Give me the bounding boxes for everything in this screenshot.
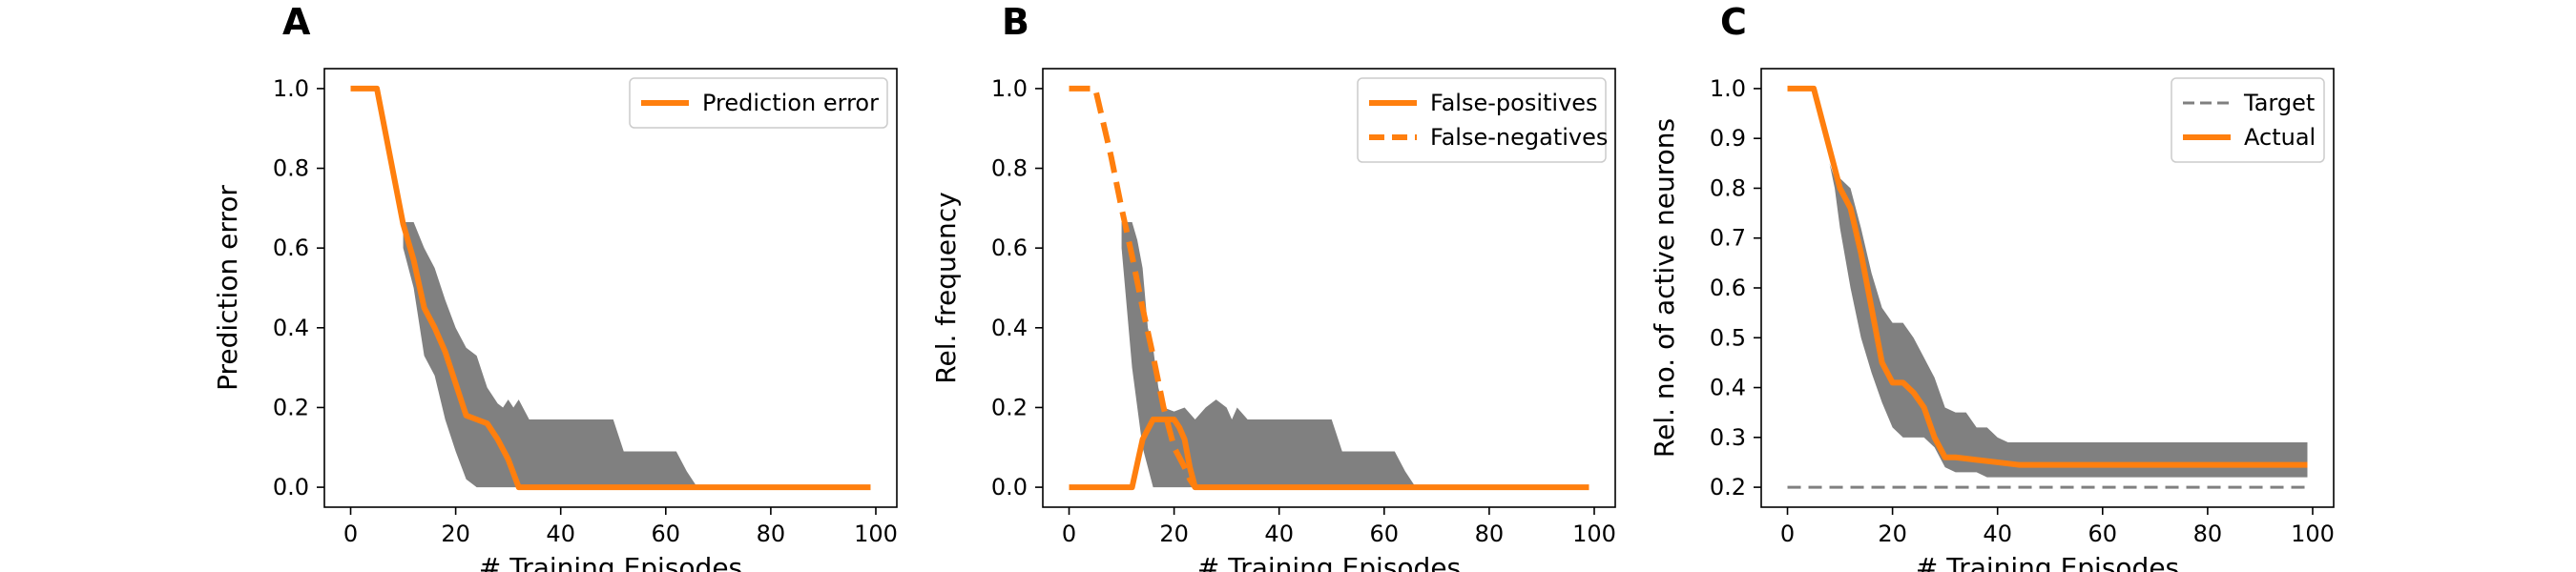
y-tick-label: 0.9 — [1710, 125, 1746, 152]
y-tick-label: 0.4 — [991, 315, 1028, 341]
y-tick-label: 0.2 — [1710, 474, 1746, 500]
panel-b: B 0 20 40 60 80 100 0.0 0.2 0.4 0.6 0.8 1.0 # Trainin… — [930, 1, 1616, 572]
legend-label: False-positives — [1430, 90, 1598, 116]
legend: Prediction error — [629, 77, 888, 129]
x-tick-label: 60 — [652, 521, 681, 547]
y-tick-label: 0.2 — [991, 394, 1028, 420]
panel-letter: A — [282, 1, 311, 43]
y-tick-label: 1.0 — [1710, 75, 1746, 102]
y-tick-label: 0.4 — [1710, 375, 1746, 401]
axes-frame — [323, 68, 898, 508]
y-tick-label: 0.7 — [1710, 225, 1746, 252]
legend-box — [629, 77, 888, 129]
y-tick-label: 0.3 — [1710, 424, 1746, 451]
x-tick-label: 20 — [1159, 521, 1189, 547]
x-tick-label: 80 — [2193, 521, 2223, 547]
y-tick-label: 0.4 — [273, 315, 309, 341]
legend: False-positives False-negatives — [1357, 77, 1608, 163]
series-line-prediction-error — [350, 85, 871, 491]
y-tick-label: 0.0 — [273, 474, 309, 500]
y-tick-label: 0.6 — [991, 235, 1028, 261]
legend-label: Target — [2243, 90, 2315, 116]
plot-area — [350, 85, 871, 491]
series-line-false-positives — [1069, 417, 1589, 491]
y-tick-label: 0.8 — [991, 155, 1028, 182]
panel-letter: B — [1002, 1, 1029, 43]
x-tick-label: 0 — [1062, 521, 1076, 547]
legend: Target Actual — [2171, 77, 2325, 163]
variability-band — [1829, 163, 2308, 478]
x-tick-label: 100 — [854, 521, 898, 547]
x-tick-label: 100 — [1572, 521, 1616, 547]
y-tick-label: 1.0 — [273, 75, 309, 102]
y-tick-label: 0.8 — [1710, 174, 1746, 201]
plot-area — [1787, 85, 2308, 489]
panel-letter: C — [1720, 1, 1747, 43]
legend-box — [1357, 77, 1607, 163]
x-tick-label: 60 — [2088, 521, 2118, 547]
x-axis-label: # Training Episodes — [479, 552, 742, 572]
y-tick-label: 0.5 — [1710, 324, 1746, 351]
x-tick-label: 100 — [2291, 521, 2335, 547]
x-tick-label: 80 — [1475, 521, 1505, 547]
x-tick-label: 0 — [343, 521, 358, 547]
variability-band — [1121, 222, 1416, 488]
y-tick-label: 0.6 — [1710, 275, 1746, 301]
legend-label: False-negatives — [1430, 124, 1608, 151]
x-tick-label: 0 — [1780, 521, 1795, 547]
y-tick-label: 0.6 — [273, 235, 309, 261]
x-tick-label: 20 — [1878, 521, 1907, 547]
legend-label: Actual — [2244, 124, 2316, 151]
y-axis-label: Prediction error — [212, 185, 243, 391]
y-axis-label: Rel. no. of active neurons — [1649, 118, 1680, 458]
x-axis-label: # Training Episodes — [1197, 552, 1461, 572]
plot-area — [1069, 85, 1589, 491]
legend-box — [2171, 77, 2325, 163]
x-tick-label: 20 — [441, 521, 470, 547]
panel-c: C 0 20 40 60 80 100 0.2 0.3 0.4 0.5 0.6 0.7 0.8 0.9 1.0… — [1649, 1, 2335, 572]
y-tick-label: 0.2 — [273, 394, 309, 420]
legend-label: Prediction error — [702, 90, 879, 116]
x-tick-label: 40 — [546, 521, 575, 547]
y-tick-label: 0.8 — [273, 155, 309, 182]
y-tick-label: 0.0 — [991, 474, 1028, 500]
series-line-false-negatives — [1069, 85, 1198, 489]
x-tick-label: 40 — [1983, 521, 2012, 547]
axes-frame — [1042, 68, 1616, 508]
y-tick-label: 1.0 — [991, 75, 1028, 102]
x-tick-label: 60 — [1370, 521, 1400, 547]
y-axis-label: Rel. frequency — [930, 192, 962, 383]
x-tick-label: 80 — [757, 521, 786, 547]
series-line-actual — [1787, 85, 2308, 468]
x-tick-label: 40 — [1264, 521, 1294, 547]
x-axis-label: # Training Episodes — [1916, 552, 2179, 572]
panel-a: A 0 20 40 60 80 100 0.0 0.2 0.4 0.6 0.8 1.0 # Trainin… — [212, 1, 898, 572]
